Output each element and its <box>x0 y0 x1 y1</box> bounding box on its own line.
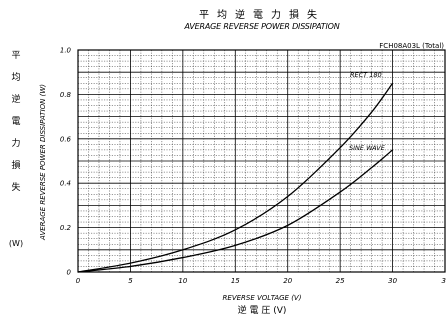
x-tick-label: 20 <box>283 277 292 285</box>
x-axis-label-jp: 逆 電 圧 (V) <box>238 304 287 316</box>
y-tick-label: 1.0 <box>60 47 72 55</box>
ylabel-unit: (W) <box>9 239 23 248</box>
ylabel-jp-char: 失 <box>11 181 20 193</box>
x-tick-label: 30 <box>388 277 397 285</box>
ylabel-jp-group: 平 均 逆 電 力 損 失 (W) <box>9 50 23 248</box>
curve-label-rect180: RECT 180 <box>350 71 382 79</box>
curve-label-sine: SINE WAVE <box>349 144 386 152</box>
ylabel-jp-char: 均 <box>11 71 20 83</box>
ylabel-jp-char: 電 <box>11 116 20 127</box>
x-tick-label: 25 <box>336 277 345 285</box>
y-tick-label: 0.6 <box>60 135 72 143</box>
chart-title-en: AVERAGE REVERSE POWER DISSIPATION <box>184 22 340 31</box>
x-ticks: 0 5 10 15 20 25 30 3 <box>76 277 446 285</box>
x-axis-label: REVERSE VOLTAGE (V) <box>223 294 302 302</box>
x-tick-label: 0 <box>76 277 81 285</box>
grid-minor <box>78 50 445 272</box>
series-layer <box>77 82 394 273</box>
chart-title-jp: 平均逆電力損失 <box>199 8 325 21</box>
model-label: FCH08A03L (Total) <box>379 42 444 50</box>
y-axis-label: AVERAGE REVERSE POWER DISSIPATION (W) <box>39 84 47 241</box>
y-tick-label: 0.8 <box>60 91 72 99</box>
y-tick-label: 0 <box>67 269 72 277</box>
x-tick-label: 5 <box>128 277 133 285</box>
x-tick-label: 3 <box>442 277 446 285</box>
plot-frame <box>77 49 446 273</box>
y-ticks: 0 0.2 0.4 0.6 0.8 1.0 <box>60 47 72 277</box>
series-line-rect-180 <box>77 82 394 273</box>
x-tick-label: 15 <box>231 277 240 285</box>
series-line-sine-wave <box>77 149 393 273</box>
y-tick-label: 0.4 <box>60 180 71 188</box>
ylabel-jp-char: 損 <box>11 159 20 171</box>
ylabel-jp-char: 逆 <box>11 93 20 105</box>
ylabel-jp-char: 力 <box>11 137 20 149</box>
y-tick-label: 0.2 <box>60 224 72 232</box>
x-tick-label: 10 <box>178 277 187 285</box>
ylabel-jp-char: 平 <box>11 50 20 61</box>
